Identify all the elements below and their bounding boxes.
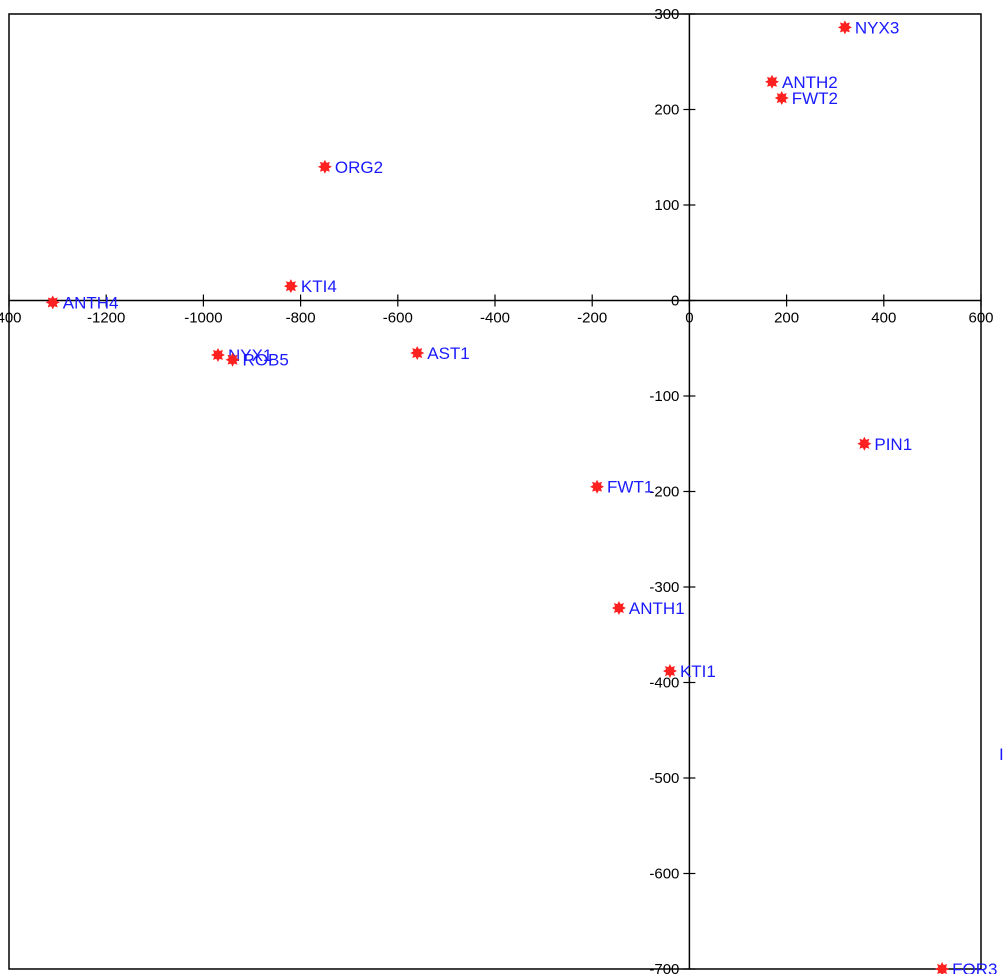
x-tick-label: -800 [286,310,316,327]
y-tick-label: 200 [654,102,679,119]
data-point-label: NYX1 [228,346,272,365]
data-point-label: ORG2 [335,158,383,177]
y-tick-label: -700 [649,961,679,974]
data-point-label: ANTH1 [629,599,685,618]
y-tick-label: -600 [649,866,679,883]
data-point-label: KTI4 [301,277,337,296]
y-tick-label: -400 [649,675,679,692]
data-point-label: ANTH2 [782,73,838,92]
data-point-marker [225,352,240,367]
data-point-label: NYX3 [855,18,899,37]
data-point-marker [210,347,225,362]
data-point-marker [662,664,677,679]
data-point-marker [590,479,605,494]
data-point-marker [317,159,332,174]
clipped-edge-label: I [999,745,1004,764]
y-tick-label: 0 [671,293,679,310]
y-tick-label: -500 [649,770,679,787]
plot-frame [8,13,982,970]
y-tick-label: 300 [654,6,679,23]
x-tick-label: 400 [0,310,22,327]
data-point-marker [857,436,872,451]
data-point-label: FWT1 [607,478,653,497]
x-tick-label: -1200 [87,310,125,327]
data-point-marker [774,91,789,106]
data-point-marker [410,346,425,361]
data-point-label: FWT2 [792,89,838,108]
data-point-marker [611,601,626,616]
data-point-label: PIN1 [874,435,912,454]
data-point-label: FOR3 [952,960,997,974]
x-tick-label: 200 [774,310,799,327]
data-point-marker [283,279,298,294]
y-tick-label: 100 [654,197,679,214]
x-tick-label: -600 [383,310,413,327]
data-point-label: ANTH4 [63,293,119,312]
y-tick-label: -200 [649,484,679,501]
y-tick-label: -100 [649,388,679,405]
data-point-label: KTI1 [680,662,716,681]
x-tick-label: -400 [480,310,510,327]
x-tick-label: -1000 [184,310,222,327]
data-point-label: ROB5 [243,351,289,370]
ticks: 400 -1200 -1000 -800 -600 -400 -200 0 200 400 6003… [0,6,994,974]
x-tick-label: 600 [968,310,993,327]
data-point-label: AST1 [427,344,470,363]
data-point-marker [765,74,780,89]
x-tick-label: -200 [577,310,607,327]
x-tick-label: 0 [685,310,693,327]
x-tick-label: 400 [871,310,896,327]
data-point-marker [45,295,60,310]
data-point-marker [935,962,950,974]
data-point-marker [837,20,852,35]
y-tick-label: -300 [649,579,679,596]
